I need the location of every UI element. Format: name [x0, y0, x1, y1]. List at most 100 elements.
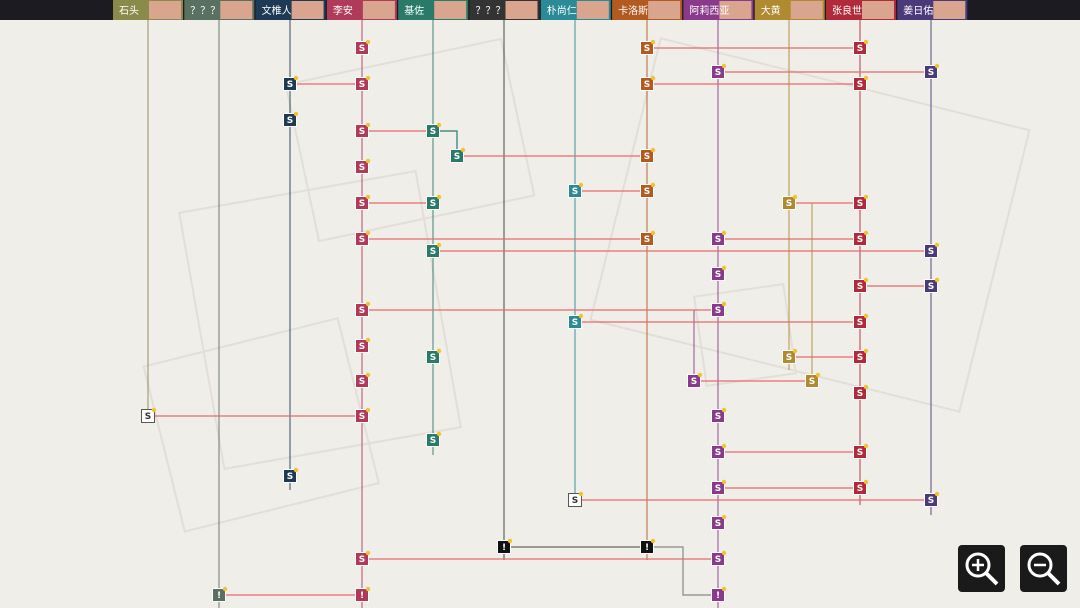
node — [426, 244, 440, 258]
node — [283, 77, 297, 91]
node — [853, 445, 867, 459]
node-label: S — [715, 484, 721, 494]
node-star — [815, 372, 821, 378]
node-label: S — [287, 472, 293, 482]
node-star — [365, 39, 371, 45]
node-label: S — [691, 377, 697, 387]
node-star — [721, 301, 727, 307]
node-label: S — [572, 496, 578, 506]
node-star — [365, 586, 371, 592]
node — [426, 124, 440, 138]
node-star — [365, 337, 371, 343]
node — [640, 77, 654, 91]
node-star — [721, 443, 727, 449]
node — [711, 481, 725, 495]
node-label: S — [359, 44, 365, 54]
character-name: 张良世 — [832, 4, 862, 17]
node-label: S — [430, 353, 436, 363]
zoom-out-button[interactable] — [1020, 545, 1067, 592]
node-label: S — [857, 235, 863, 245]
node — [711, 303, 725, 317]
node-label: S — [644, 44, 650, 54]
node-label: S — [430, 436, 436, 446]
node — [853, 315, 867, 329]
node-star — [365, 158, 371, 164]
node — [355, 588, 369, 602]
node-label: S — [359, 235, 365, 245]
node-star — [460, 147, 466, 153]
node-label: ! — [360, 591, 364, 601]
portrait — [362, 1, 395, 19]
node-label: ! — [645, 543, 649, 553]
node-star — [863, 313, 869, 319]
zoom-in-button[interactable] — [958, 545, 1005, 592]
node — [283, 113, 297, 127]
node-star — [721, 230, 727, 236]
node-label: S — [857, 389, 863, 399]
node — [355, 232, 369, 246]
node-label: S — [430, 247, 436, 257]
node-star — [863, 230, 869, 236]
node — [924, 493, 938, 507]
character-name: 朴尚仁 — [547, 4, 577, 17]
character-name: 阿莉西亚 — [689, 5, 729, 17]
node — [355, 160, 369, 174]
node-star — [365, 194, 371, 200]
portrait — [149, 1, 181, 19]
node-star — [650, 230, 656, 236]
node-label: S — [857, 282, 863, 292]
link — [433, 130, 458, 156]
link — [647, 546, 718, 596]
node-star — [863, 479, 869, 485]
node-star — [436, 242, 442, 248]
node-star — [578, 313, 584, 319]
node-label: S — [287, 116, 293, 126]
node — [924, 65, 938, 79]
character-tabs: 石头 ？？？ 文椎人 李安 基佐 ？？？ 朴尚仁 卡洛斯 阿莉西亚 大黄 张良世 姜日佑 — [113, 0, 968, 20]
node-label: S — [857, 80, 863, 90]
character-name: ？？？ — [476, 6, 506, 17]
node-star — [365, 407, 371, 413]
node — [426, 350, 440, 364]
node-label: S — [359, 80, 365, 90]
node-label: S — [715, 235, 721, 245]
node-label: S — [786, 353, 792, 363]
node-star — [365, 550, 371, 556]
node-star — [436, 431, 442, 437]
node — [355, 552, 369, 566]
node-label: S — [359, 127, 365, 137]
node — [355, 339, 369, 353]
node-star — [151, 407, 157, 413]
node — [782, 196, 796, 210]
node — [212, 588, 226, 602]
node — [640, 540, 654, 554]
character-name: 大黄 — [761, 4, 781, 17]
node — [711, 445, 725, 459]
node-label: S — [359, 377, 365, 387]
node-star — [507, 538, 513, 544]
node-star — [697, 372, 703, 378]
node-label: S — [857, 353, 863, 363]
node-star — [650, 182, 656, 188]
node-star — [293, 75, 299, 81]
node-label: S — [715, 306, 721, 316]
node-label: S — [287, 80, 293, 90]
portrait — [719, 1, 752, 19]
node-star — [436, 348, 442, 354]
node-label: S — [857, 199, 863, 209]
node-star — [365, 372, 371, 378]
node-label: ! — [502, 543, 506, 553]
node — [711, 409, 725, 423]
links — [148, 47, 931, 596]
node-star — [934, 63, 940, 69]
node — [355, 303, 369, 317]
node — [568, 184, 582, 198]
node-label: S — [430, 127, 436, 137]
node-label: S — [644, 235, 650, 245]
node-label: ! — [716, 591, 720, 601]
node — [355, 374, 369, 388]
node — [853, 481, 867, 495]
node-label: S — [359, 199, 365, 209]
node — [141, 409, 155, 423]
node — [640, 149, 654, 163]
